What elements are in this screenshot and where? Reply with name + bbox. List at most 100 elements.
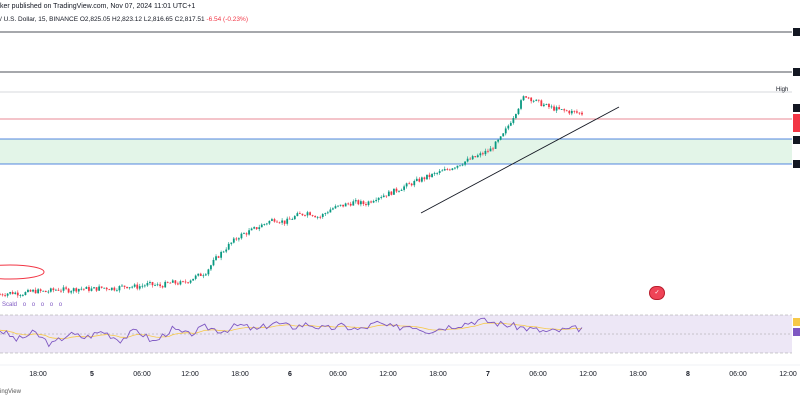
candle-body [527, 97, 530, 99]
indicator-dot[interactable]: o [40, 302, 45, 308]
candle-body [189, 280, 192, 283]
candle-body [314, 216, 317, 218]
candle-body [268, 220, 271, 224]
candle-body [334, 206, 337, 209]
candle-body [34, 289, 37, 294]
candle-body [553, 106, 555, 111]
candle-body [174, 280, 177, 284]
candle-body [448, 169, 451, 171]
candle-body [304, 215, 306, 216]
candle-body [387, 191, 390, 197]
indicator-legend[interactable]: Scald o o o o o [2, 302, 66, 308]
candle-body [542, 104, 545, 107]
candle-body [14, 292, 17, 295]
time-axis-label: 06:00 [329, 371, 347, 378]
candle-body [446, 169, 449, 170]
candle-body [207, 269, 210, 275]
ellipse-drawing[interactable] [0, 264, 45, 280]
candle-body [293, 216, 296, 220]
candle-body [9, 292, 12, 294]
candle-body [428, 174, 431, 178]
candle-body [400, 189, 403, 191]
candle-body [126, 286, 128, 289]
candle-body [27, 289, 29, 293]
candle-body [321, 214, 324, 217]
candle-body [240, 233, 243, 239]
candle-body [548, 104, 550, 108]
candle-body [354, 200, 357, 202]
support-zone[interactable] [0, 139, 792, 164]
candle-body [265, 223, 268, 225]
candle-body [520, 100, 522, 109]
candle-body [288, 218, 291, 220]
candle-body [563, 109, 566, 111]
candle-body [253, 227, 256, 229]
time-axis-label: 18:00 [231, 371, 249, 378]
candle-body [42, 290, 45, 292]
candle-body [382, 195, 385, 198]
high-label-tag: High [776, 87, 789, 93]
candle-body [166, 281, 169, 283]
trendline[interactable] [420, 106, 620, 214]
indicator-dot[interactable]: o [49, 302, 54, 308]
current-price-marker [793, 114, 800, 132]
candle-body [82, 288, 85, 290]
candle-body [487, 150, 489, 152]
candle-body [398, 190, 400, 192]
candle-body [456, 165, 459, 168]
time-axis-label: 18:00 [29, 371, 47, 378]
candle-body [476, 155, 479, 158]
candle-body [179, 281, 182, 285]
candle-body [210, 265, 212, 270]
candle-body [255, 227, 258, 230]
candle-body [4, 295, 6, 297]
candle-body [118, 286, 121, 291]
candle-body [375, 199, 378, 201]
candle-body [367, 201, 370, 206]
indicator-dot[interactable]: o [22, 302, 27, 308]
candle-body [32, 289, 34, 292]
candle-body [113, 287, 116, 291]
candle-body [192, 278, 195, 281]
news-flag-icon[interactable]: ✓ [649, 286, 665, 300]
candle-body [512, 118, 515, 123]
candle-body [451, 168, 454, 171]
candle-body [273, 219, 276, 222]
time-axis-label: 12:00 [379, 371, 397, 378]
candle-body [281, 220, 284, 223]
candle-body [431, 173, 433, 178]
candle-body [222, 251, 225, 253]
candle-body [37, 289, 40, 294]
time-axis-label: 7 [486, 371, 490, 378]
candle-body [75, 288, 78, 292]
candle-body [6, 293, 9, 296]
close-label: C [174, 16, 180, 23]
symbol-label: / U.S. Dollar, 15, BINANCE [0, 16, 79, 23]
candle-body [426, 174, 428, 180]
time-axis-label: 6 [288, 371, 292, 378]
price-marker-3 [793, 104, 800, 112]
candle-body [568, 110, 571, 114]
candle-body [194, 275, 197, 279]
candle-body [507, 125, 510, 129]
candle-body [509, 122, 512, 126]
candle-body [517, 108, 520, 115]
candle-body [16, 292, 19, 296]
candle-body [555, 107, 558, 111]
candle-body [136, 284, 139, 289]
candle-body [62, 287, 65, 291]
indicator-dot[interactable]: o [58, 302, 63, 308]
indicator-dot[interactable]: o [31, 302, 36, 308]
candle-body [296, 213, 299, 217]
rsi-line [0, 317, 583, 348]
candle-body [80, 288, 83, 290]
candle-body [522, 96, 525, 101]
candle-body [100, 286, 103, 288]
candle-body [489, 148, 492, 152]
time-axis-label: 06:00 [133, 371, 151, 378]
candle-body [250, 228, 253, 231]
candle-body [88, 286, 90, 291]
time-axis-label: 8 [686, 371, 690, 378]
candle-body [441, 170, 444, 172]
